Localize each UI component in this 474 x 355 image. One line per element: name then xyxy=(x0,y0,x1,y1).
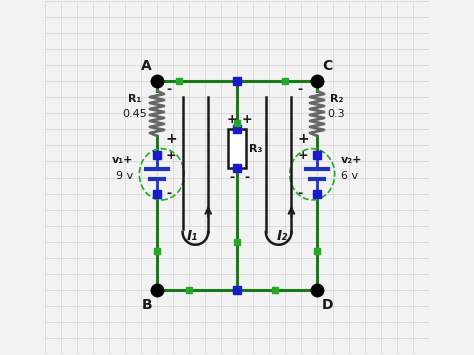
FancyBboxPatch shape xyxy=(228,130,246,168)
Text: I₂: I₂ xyxy=(276,229,287,243)
Text: +: + xyxy=(166,132,178,146)
Text: -: - xyxy=(166,83,171,96)
Text: A: A xyxy=(141,59,152,73)
Text: -: - xyxy=(229,171,235,184)
Text: B: B xyxy=(142,297,152,312)
Text: -: - xyxy=(166,187,171,200)
Text: R₃: R₃ xyxy=(249,144,263,154)
Text: R₁: R₁ xyxy=(128,94,141,104)
Text: +: + xyxy=(298,132,310,146)
Text: +: + xyxy=(166,149,176,162)
Text: C: C xyxy=(322,59,332,73)
Text: R₂: R₂ xyxy=(329,94,343,104)
Text: +: + xyxy=(227,113,237,126)
Text: v₂+: v₂+ xyxy=(341,155,363,165)
Text: -: - xyxy=(244,171,249,184)
Text: -: - xyxy=(298,187,303,200)
Text: +: + xyxy=(298,149,309,162)
Text: -: - xyxy=(298,83,303,96)
Text: 0.45: 0.45 xyxy=(122,109,147,119)
Text: D: D xyxy=(322,297,333,312)
Text: 0.3: 0.3 xyxy=(328,109,345,119)
Text: 6 v: 6 v xyxy=(341,171,358,181)
Text: +: + xyxy=(241,113,252,126)
Text: I₁: I₁ xyxy=(187,229,198,243)
Text: 9 v: 9 v xyxy=(116,171,133,181)
Text: v₁+: v₁+ xyxy=(111,155,133,165)
